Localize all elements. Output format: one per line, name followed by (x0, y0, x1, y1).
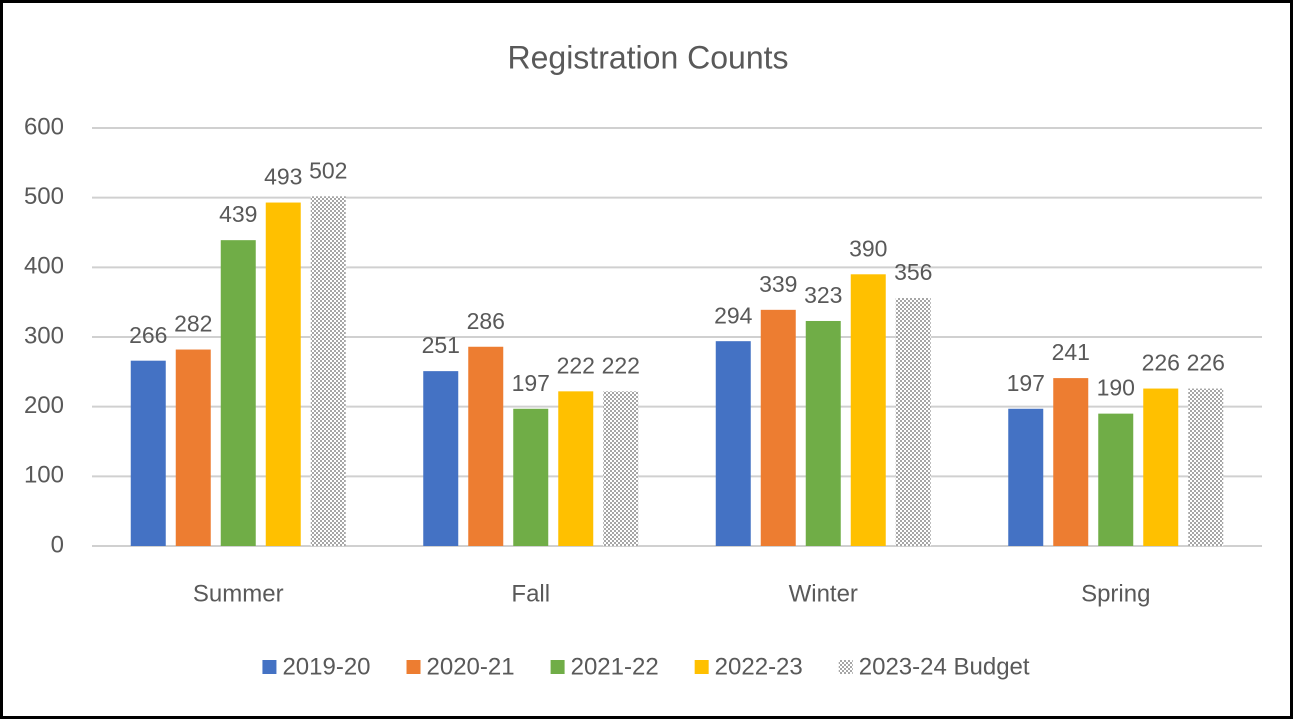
data-label: 222 (557, 352, 595, 378)
bar (1098, 413, 1134, 546)
data-label: 282 (174, 311, 212, 337)
x-tick-label: Fall (511, 580, 550, 607)
legend-swatch (694, 660, 709, 674)
bar (468, 346, 504, 546)
data-label: 226 (1142, 350, 1180, 376)
legend-label: 2022-23 (715, 653, 803, 680)
y-tick-label: 300 (24, 322, 64, 349)
data-label: 439 (219, 201, 257, 227)
data-label: 502 (309, 157, 347, 183)
y-tick-label: 400 (24, 253, 64, 280)
legend-swatch (838, 660, 853, 674)
legend-label: 2020-21 (427, 653, 515, 680)
bar (310, 196, 346, 547)
bar (423, 371, 459, 546)
legend-label: 2023-24 Budget (859, 653, 1030, 680)
y-tick-label: 200 (24, 392, 64, 419)
bar (715, 341, 751, 546)
data-label: 190 (1097, 375, 1135, 401)
bar (850, 274, 886, 546)
bar (1008, 408, 1044, 546)
legend-swatch (406, 660, 421, 674)
data-label: 356 (894, 259, 932, 285)
data-label: 390 (849, 235, 887, 261)
bar (1188, 388, 1224, 546)
y-tick-label: 500 (24, 183, 64, 210)
legend-swatch (262, 660, 277, 674)
bar (513, 408, 549, 546)
data-label: 251 (422, 332, 460, 358)
x-tick-label: Spring (1081, 580, 1150, 607)
bar (175, 349, 211, 546)
legend-label: 2019-20 (282, 653, 370, 680)
chart-title: Registration Counts (507, 39, 788, 75)
x-tick-label: Summer (193, 580, 284, 607)
y-tick-label: 600 (24, 113, 64, 140)
data-label: 222 (602, 352, 640, 378)
bar (1053, 378, 1089, 546)
bar (130, 360, 166, 546)
data-label: 294 (714, 302, 753, 328)
x-tick-label: Winter (789, 580, 858, 607)
y-tick-label: 0 (51, 531, 64, 558)
bar (220, 240, 256, 546)
bar (760, 309, 796, 546)
bar (265, 202, 301, 546)
bar (805, 320, 841, 546)
y-tick-label: 100 (24, 462, 64, 489)
data-label: 493 (264, 164, 302, 190)
bar (895, 297, 931, 546)
bar (603, 391, 639, 546)
legend-swatch (550, 660, 565, 674)
data-label: 226 (1187, 350, 1225, 376)
data-label: 197 (1007, 370, 1045, 396)
bar (1143, 388, 1179, 546)
legend-label: 2021-22 (571, 653, 659, 680)
data-label: 241 (1052, 339, 1090, 365)
data-label: 339 (759, 271, 797, 297)
data-label: 286 (467, 308, 505, 334)
bar (558, 391, 594, 546)
data-label: 197 (512, 370, 550, 396)
data-label: 266 (129, 322, 167, 348)
data-label: 323 (804, 282, 842, 308)
